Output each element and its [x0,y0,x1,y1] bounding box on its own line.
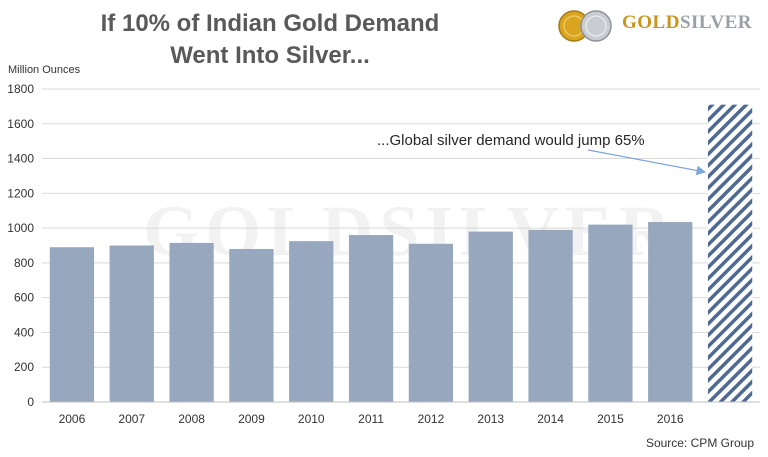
x-tick-label: 2013 [477,412,504,426]
bar [348,235,394,402]
y-axis-label: Million Ounces [8,64,81,76]
x-tick-label: 2008 [178,412,205,426]
bar [528,229,573,402]
x-tick-label: 2009 [238,412,265,426]
source-note: Source: CPM Group [645,436,754,450]
x-tick-label: 2011 [358,412,384,426]
goldsilver-logo: GOLDSILVER [558,8,758,44]
bar [408,243,454,402]
bar [229,248,274,402]
x-tick-label: 2010 [298,412,325,426]
chart-title: If 10% of Indian Gold Demand Went Into S… [60,8,480,72]
y-tick-label: 0 [27,395,34,409]
y-tick-label: 1600 [7,117,34,131]
y-tick-label: 600 [14,291,34,305]
bar [49,247,95,402]
y-tick-label: 1800 [7,82,34,96]
y-tick-label: 1000 [7,221,34,235]
bar [468,231,513,402]
x-tick-label: 2016 [657,412,684,426]
bar [648,222,693,402]
y-tick-label: 200 [14,360,34,374]
annotation-text: ...Global silver demand would jump 65% [377,132,645,149]
bar [169,242,214,402]
x-tick-label: 2006 [59,412,86,426]
x-tick-label: 2007 [118,412,145,426]
coins-icon [558,10,612,42]
bar [588,224,633,402]
chart-title-line-1: If 10% of Indian Gold Demand [100,10,440,37]
y-tick-label: 800 [14,256,34,270]
chart-title-line-2: Went Into Silver... [170,42,370,69]
bar [289,241,334,402]
y-tick-label: 1400 [7,152,34,166]
y-tick-label: 1200 [7,186,34,200]
projected-bar [707,104,753,403]
x-tick-label: 2014 [537,412,564,426]
y-tick-label: 400 [14,325,34,339]
annotation-arrow [587,149,707,176]
logo-text-silver: SILVER [679,12,752,33]
x-tick-label: 2012 [418,412,445,426]
bar [109,245,154,402]
logo-text-gold: GOLD [622,12,680,33]
x-tick-label: 2015 [597,412,624,426]
